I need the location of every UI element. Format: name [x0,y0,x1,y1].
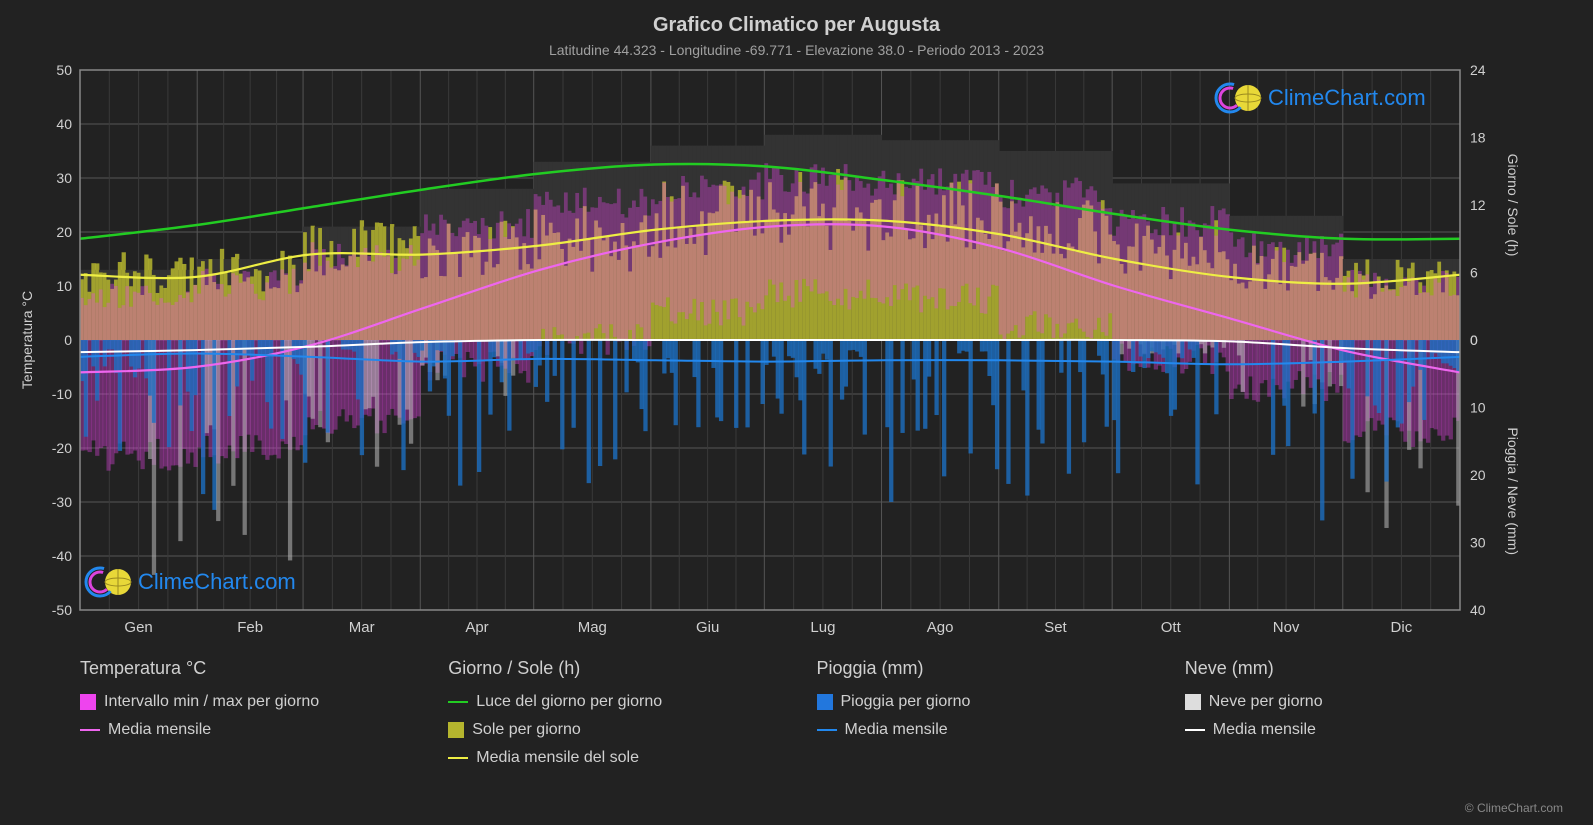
legend-col-rain: Pioggia (mm) Pioggia per giorno Media men… [817,658,1185,777]
swatch-line [448,701,468,703]
svg-text:Nov: Nov [1273,619,1300,636]
legend-item: Media mensile [817,721,1185,739]
chart-container: Grafico Climatico per Augusta Latitudine… [0,0,1593,825]
legend-label: Sole per giorno [472,721,581,739]
svg-text:Feb: Feb [237,619,263,636]
svg-text:-40: -40 [52,548,72,564]
swatch-line [817,729,837,731]
legend-title-snow: Neve (mm) [1185,658,1553,679]
svg-text:Dic: Dic [1391,619,1413,636]
legend-label: Media mensile del sole [476,749,639,767]
svg-text:Mar: Mar [349,619,375,636]
swatch-line [1185,729,1205,731]
svg-text:ClimeChart.com: ClimeChart.com [138,569,296,594]
svg-text:20: 20 [1470,467,1486,483]
svg-text:40: 40 [1470,602,1486,618]
copyright: © ClimeChart.com [1465,801,1563,815]
swatch-box [80,694,96,710]
legend-label: Media mensile [108,721,211,739]
svg-text:Temperatura °C: Temperatura °C [19,291,35,389]
svg-text:Mag: Mag [578,619,607,636]
svg-text:0: 0 [64,332,72,348]
legend-label: Media mensile [845,721,948,739]
legend-label: Neve per giorno [1209,693,1323,711]
chart-svg: 50403020100-10-20-30-40-5024181260010203… [0,0,1593,650]
svg-text:30: 30 [56,170,72,186]
svg-text:20: 20 [56,224,72,240]
legend-item: Neve per giorno [1185,693,1553,711]
svg-text:Pioggia / Neve (mm): Pioggia / Neve (mm) [1505,427,1521,555]
legend-label: Media mensile [1213,721,1316,739]
svg-text:50: 50 [56,62,72,78]
svg-text:Lug: Lug [810,619,835,636]
swatch-box [1185,694,1201,710]
svg-text:10: 10 [56,278,72,294]
swatch-box [817,694,833,710]
svg-text:Giorno / Sole (h): Giorno / Sole (h) [1505,154,1521,257]
svg-text:ClimeChart.com: ClimeChart.com [1268,85,1426,110]
legend: Temperatura °C Intervallo min / max per … [80,658,1553,777]
chart-subtitle: Latitudine 44.323 - Longitudine -69.771 … [0,42,1593,58]
legend-col-temp: Temperatura °C Intervallo min / max per … [80,658,448,777]
svg-text:Ago: Ago [927,619,954,636]
svg-text:30: 30 [1470,535,1486,551]
svg-text:40: 40 [56,116,72,132]
chart-title: Grafico Climatico per Augusta [0,14,1593,37]
svg-text:Giu: Giu [696,619,719,636]
legend-label: Luce del giorno per giorno [476,693,662,711]
svg-text:6: 6 [1470,265,1478,281]
legend-item: Media mensile [80,721,448,739]
legend-col-day: Giorno / Sole (h) Luce del giorno per gi… [448,658,816,777]
svg-text:0: 0 [1470,332,1478,348]
svg-text:10: 10 [1470,400,1486,416]
legend-item: Media mensile [1185,721,1553,739]
svg-text:Set: Set [1044,619,1067,636]
legend-item: Luce del giorno per giorno [448,693,816,711]
svg-text:Apr: Apr [465,619,488,636]
legend-title-day: Giorno / Sole (h) [448,658,816,679]
legend-item: Media mensile del sole [448,749,816,767]
swatch-box [448,722,464,738]
legend-title-rain: Pioggia (mm) [817,658,1185,679]
legend-label: Pioggia per giorno [841,693,971,711]
svg-text:18: 18 [1470,130,1486,146]
svg-text:24: 24 [1470,62,1486,78]
legend-item: Sole per giorno [448,721,816,739]
svg-text:12: 12 [1470,197,1486,213]
svg-text:-10: -10 [52,386,72,402]
legend-label: Intervallo min / max per giorno [104,693,319,711]
svg-text:-50: -50 [52,602,72,618]
svg-text:-30: -30 [52,494,72,510]
swatch-line [80,729,100,731]
swatch-line [448,757,468,759]
svg-text:Gen: Gen [124,619,152,636]
legend-item: Intervallo min / max per giorno [80,693,448,711]
svg-text:-20: -20 [52,440,72,456]
legend-item: Pioggia per giorno [817,693,1185,711]
legend-title-temp: Temperatura °C [80,658,448,679]
legend-col-snow: Neve (mm) Neve per giorno Media mensile [1185,658,1553,777]
svg-text:Ott: Ott [1161,619,1182,636]
